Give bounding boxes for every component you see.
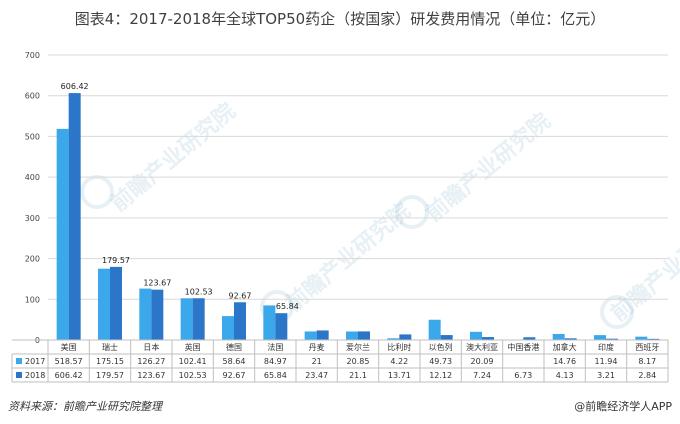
brand-credit: @前瞻经济学人APP bbox=[574, 400, 672, 413]
table-value: 49.73 bbox=[429, 357, 452, 366]
y-tick-label: 400 bbox=[25, 173, 40, 182]
data-label: 102.53 bbox=[185, 287, 213, 296]
x-category-label: 德国 bbox=[226, 342, 242, 352]
bar-2017 bbox=[552, 333, 565, 340]
table-value: 11.94 bbox=[595, 357, 618, 366]
table-value: 14.76 bbox=[553, 357, 576, 366]
x-category-label: 瑞士 bbox=[102, 342, 118, 352]
x-category-label: 中国香港 bbox=[507, 342, 539, 352]
bar-2017 bbox=[387, 338, 400, 340]
bar-2018 bbox=[151, 289, 164, 340]
table-value: 3.21 bbox=[597, 371, 615, 380]
bar-2018 bbox=[523, 337, 536, 340]
data-label: 123.67 bbox=[143, 279, 171, 288]
x-category-label: 以色列 bbox=[429, 342, 453, 352]
y-tick-label: 200 bbox=[25, 255, 40, 264]
table-value: 123.67 bbox=[137, 371, 165, 380]
bar-2018 bbox=[275, 313, 288, 340]
bar-2017 bbox=[346, 331, 358, 340]
source-note: 资料来源：前瞻产业研究院整理 bbox=[8, 400, 162, 413]
table-value: 13.71 bbox=[388, 371, 411, 380]
y-tick-label: 600 bbox=[25, 92, 40, 101]
bar-2018 bbox=[647, 338, 660, 340]
table-value: 126.27 bbox=[137, 357, 165, 366]
data-label: 65.84 bbox=[276, 302, 299, 311]
y-tick-label: 500 bbox=[25, 132, 40, 141]
bar-2017 bbox=[428, 319, 441, 340]
bar-2017 bbox=[98, 268, 110, 340]
table-value: 58.64 bbox=[223, 357, 246, 366]
x-category-label: 丹麦 bbox=[309, 342, 325, 352]
table-value: 4.13 bbox=[556, 371, 574, 380]
table-value: 102.41 bbox=[179, 357, 207, 366]
legend-swatch-2018 bbox=[16, 372, 22, 378]
bar-2017 bbox=[304, 331, 317, 340]
legend-swatch-2017 bbox=[16, 358, 22, 364]
watermark-logo-icon bbox=[395, 195, 429, 229]
table-value: 92.67 bbox=[223, 371, 246, 380]
bar-2018 bbox=[110, 266, 122, 340]
legend-label: 2018 bbox=[25, 371, 45, 380]
table-value: 12.12 bbox=[429, 371, 452, 380]
bar-2018 bbox=[482, 337, 494, 340]
chart-title: 图表4：2017-2018年全球TOP50药企（按国家）研发费用情况（单位：亿元… bbox=[74, 10, 606, 28]
x-category-label: 比利时 bbox=[387, 342, 411, 352]
x-category-label: 澳大利亚 bbox=[466, 342, 498, 352]
x-category-label: 爱尔兰 bbox=[346, 342, 370, 352]
bar-2018 bbox=[399, 334, 412, 340]
bar-2017 bbox=[56, 128, 69, 340]
x-category-label: 加拿大 bbox=[553, 342, 577, 352]
bar-2017 bbox=[635, 336, 648, 340]
table-value: 4.22 bbox=[390, 357, 408, 366]
bar-2017 bbox=[594, 335, 606, 340]
table-value: 102.53 bbox=[179, 371, 207, 380]
data-label: 179.57 bbox=[102, 256, 130, 265]
y-tick-label: 700 bbox=[25, 51, 40, 60]
bar-2017 bbox=[470, 331, 482, 340]
bar-2018 bbox=[564, 338, 577, 340]
table-value: 65.84 bbox=[264, 371, 287, 380]
x-category-label: 美国 bbox=[61, 342, 77, 352]
bar-2017 bbox=[139, 288, 152, 340]
bar-2018 bbox=[68, 93, 81, 340]
bar-2018 bbox=[192, 298, 205, 340]
data-label: 606.42 bbox=[61, 82, 89, 91]
table-value: 23.47 bbox=[305, 371, 328, 380]
table-value: 7.24 bbox=[473, 371, 491, 380]
table-value: 21 bbox=[312, 357, 322, 366]
table-value: 518.57 bbox=[55, 357, 83, 366]
table-value: 606.42 bbox=[55, 371, 83, 380]
table-value: 6.73 bbox=[514, 371, 532, 380]
x-category-label: 法国 bbox=[267, 342, 283, 352]
table-value: 84.97 bbox=[264, 357, 287, 366]
bar-2018 bbox=[440, 335, 453, 340]
bar-2018 bbox=[316, 330, 329, 340]
y-tick-label: 100 bbox=[25, 295, 40, 304]
bar-2018 bbox=[234, 302, 246, 340]
legend-label: 2017 bbox=[25, 357, 45, 366]
bar-2017 bbox=[263, 305, 276, 340]
bar-2018 bbox=[358, 331, 370, 340]
table-value: 20.85 bbox=[347, 357, 370, 366]
table-value: 21.1 bbox=[349, 371, 367, 380]
x-category-label: 西班牙 bbox=[635, 342, 659, 352]
x-category-label: 英国 bbox=[185, 342, 201, 352]
table-value: 2.84 bbox=[638, 371, 656, 380]
bar-2017 bbox=[222, 316, 234, 340]
table-value: 20.09 bbox=[471, 357, 494, 366]
y-tick-label: 300 bbox=[25, 214, 40, 223]
x-category-label: 印度 bbox=[598, 342, 614, 352]
table-value: 179.57 bbox=[96, 371, 124, 380]
table-value: 8.17 bbox=[638, 357, 656, 366]
bar-2018 bbox=[606, 338, 618, 340]
bar-2017 bbox=[180, 298, 193, 340]
watermark-logo-icon bbox=[600, 295, 634, 329]
table-value: 175.15 bbox=[96, 357, 124, 366]
x-category-label: 日本 bbox=[143, 342, 159, 352]
data-label: 92.67 bbox=[229, 291, 252, 300]
